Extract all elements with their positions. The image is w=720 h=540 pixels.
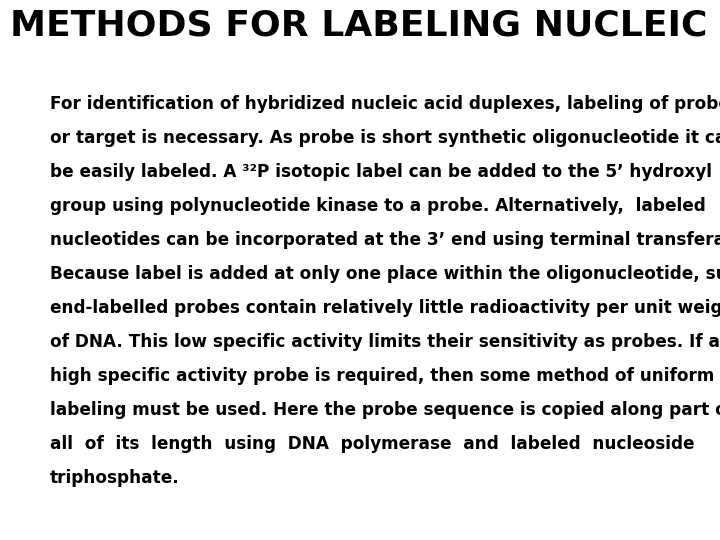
Text: For identification of hybridized nucleic acid duplexes, labeling of probe: For identification of hybridized nucleic…: [50, 95, 720, 113]
Text: labeling must be used. Here the probe sequence is copied along part or: labeling must be used. Here the probe se…: [50, 401, 720, 419]
Text: be easily labeled. A ³²P isotopic label can be added to the 5’ hydroxyl: be easily labeled. A ³²P isotopic label …: [50, 163, 712, 181]
Text: all  of  its  length  using  DNA  polymerase  and  labeled  nucleoside: all of its length using DNA polymerase a…: [50, 435, 695, 453]
Text: triphosphate.: triphosphate.: [50, 469, 180, 487]
Text: end-labelled probes contain relatively little radioactivity per unit weight: end-labelled probes contain relatively l…: [50, 299, 720, 317]
Text: Because label is added at only one place within the oligonucleotide, such: Because label is added at only one place…: [50, 265, 720, 283]
Text: METHODS FOR LABELING NUCLEIC ACIDS: METHODS FOR LABELING NUCLEIC ACIDS: [10, 8, 720, 42]
Text: high specific activity probe is required, then some method of uniform: high specific activity probe is required…: [50, 367, 714, 385]
Text: nucleotides can be incorporated at the 3’ end using terminal transferase.: nucleotides can be incorporated at the 3…: [50, 231, 720, 249]
Text: or target is necessary. As probe is short synthetic oligonucleotide it can: or target is necessary. As probe is shor…: [50, 129, 720, 147]
Text: of DNA. This low specific activity limits their sensitivity as probes. If a: of DNA. This low specific activity limit…: [50, 333, 720, 351]
Text: group using polynucleotide kinase to a probe. Alternatively,  labeled: group using polynucleotide kinase to a p…: [50, 197, 706, 215]
